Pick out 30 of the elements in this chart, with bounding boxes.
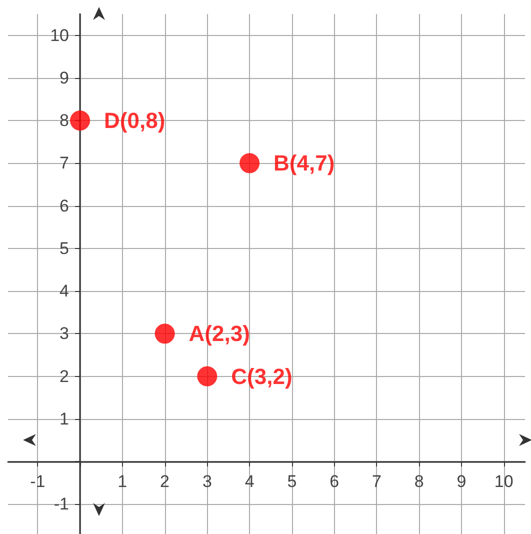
- annotation: C(3,2): [231, 364, 292, 389]
- x-tick-label: 10: [494, 472, 514, 492]
- x-tick-label: 8: [414, 472, 424, 492]
- point: [197, 366, 218, 386]
- x-tick-label: 5: [287, 472, 297, 492]
- y-tick-label: -1: [54, 494, 69, 514]
- annotation: A(2,3): [188, 321, 250, 346]
- y-tick-label: 8: [60, 111, 69, 130]
- point: [154, 324, 175, 344]
- x-tick-label: 4: [244, 472, 254, 492]
- x-tick-label: -1: [30, 472, 46, 492]
- y-tick-label: 6: [60, 196, 69, 216]
- x-tick-label: 9: [456, 472, 466, 492]
- y-tick-label: 4: [60, 282, 69, 301]
- x-tick-label: 2: [160, 472, 170, 492]
- y-tick-label: 1: [60, 409, 69, 428]
- y-tick-label: 9: [60, 68, 69, 88]
- y-tick-label: 7: [60, 154, 69, 173]
- y-tick-label: 10: [50, 26, 69, 45]
- y-tick-label: 5: [60, 238, 69, 258]
- x-tick-label: 3: [202, 472, 212, 492]
- point: [70, 110, 90, 131]
- y-tick-label: 2: [60, 366, 69, 386]
- annotation: D(0,8): [104, 108, 166, 134]
- point: [240, 153, 260, 174]
- annotation: B(4,7): [274, 150, 335, 176]
- y-tick-label: 3: [60, 324, 69, 344]
- x-tick-label: 1: [118, 472, 128, 492]
- x-tick-label: 7: [372, 472, 382, 492]
- x-tick-label: 6: [330, 472, 340, 492]
